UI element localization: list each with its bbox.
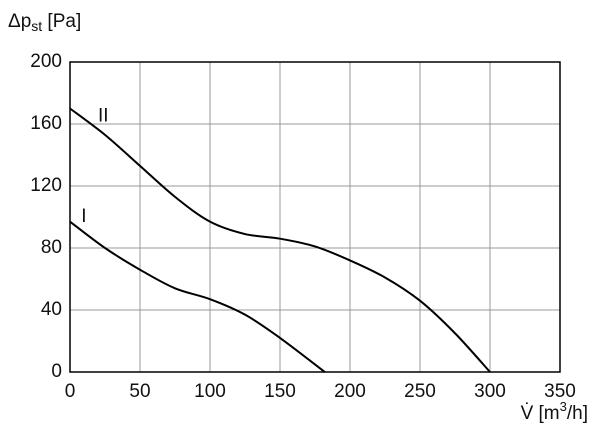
y-label-sub: st [31, 18, 42, 34]
x-label-unit: /h] [567, 403, 588, 424]
series-line [69, 107, 491, 373]
y-label-unit: [Pa] [42, 11, 81, 32]
y-tick-label: 80 [41, 237, 62, 258]
y-tick-label: 40 [41, 299, 62, 320]
x-tick-label: 100 [194, 381, 226, 402]
y-tick-label: 120 [30, 175, 62, 196]
x-tick-label: 150 [264, 381, 296, 402]
plot-frame [69, 61, 561, 373]
x-tick-label: 0 [65, 381, 76, 402]
x-label-sup: 3 [560, 399, 567, 414]
series-line [69, 220, 326, 373]
y-tick-label: 160 [30, 113, 62, 134]
series-label: I [81, 206, 86, 227]
y-label-main: Δp [8, 11, 31, 32]
x-tick-label: 250 [404, 381, 436, 402]
series-label: II [98, 105, 109, 126]
y-axis-label: Δpst [Pa] [8, 11, 81, 34]
x-label-main: V̇ [m [521, 403, 560, 424]
x-axis-label: V̇ [m3/h] [521, 399, 588, 424]
x-tick-label: 50 [129, 381, 150, 402]
y-tick-label: 0 [51, 361, 62, 382]
x-tick-label: 200 [334, 381, 366, 402]
x-tick-label: 350 [544, 381, 576, 402]
y-tick-label: 200 [30, 51, 62, 72]
x-tick-label: 300 [474, 381, 506, 402]
